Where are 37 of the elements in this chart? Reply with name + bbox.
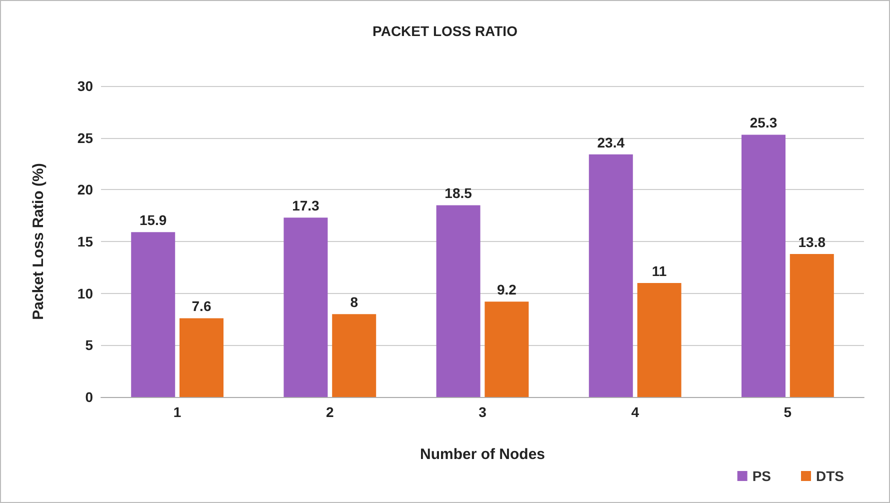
y-tick-label: 10 (77, 285, 94, 302)
data-label: 7.6 (192, 298, 212, 314)
x-tick-label: 3 (478, 404, 487, 420)
x-tick-label: 5 (784, 404, 792, 420)
legend-label: DTS (816, 468, 844, 484)
bar (180, 318, 224, 397)
x-tick-label: 1 (173, 404, 182, 420)
chart-title: PACKET LOSS RATIO (372, 23, 518, 39)
x-tick-label: 4 (631, 404, 640, 420)
data-label: 11 (652, 262, 667, 279)
y-tick-label: 15 (77, 234, 94, 250)
bar (131, 232, 176, 397)
data-label: 25.3 (750, 114, 778, 131)
bar (588, 154, 633, 397)
data-label: 17.3 (292, 198, 320, 214)
y-tick-label: 25 (77, 130, 94, 146)
y-axis-title: Packet Loss Ratio (%) (30, 163, 47, 320)
bar (436, 205, 480, 397)
x-tick-label: 2 (326, 404, 334, 420)
bar (790, 254, 834, 397)
bar (332, 314, 376, 397)
y-tick-label: 20 (77, 182, 94, 198)
y-tick-label: 30 (77, 78, 94, 94)
data-label: 9.2 (496, 282, 517, 298)
bar (742, 134, 786, 397)
y-tick-label: 5 (85, 337, 94, 354)
data-label: 23.4 (597, 134, 625, 150)
data-label: 18.5 (444, 185, 472, 202)
data-label: 13.8 (798, 234, 826, 250)
bar (484, 302, 529, 397)
data-label: 15.9 (139, 212, 167, 228)
x-axis-title: Number of Nodes (420, 446, 546, 463)
bar (637, 282, 682, 397)
bar (284, 218, 328, 397)
y-tick-label: 0 (85, 389, 94, 405)
legend-label: PS (752, 468, 772, 484)
data-label: 8 (350, 294, 358, 310)
